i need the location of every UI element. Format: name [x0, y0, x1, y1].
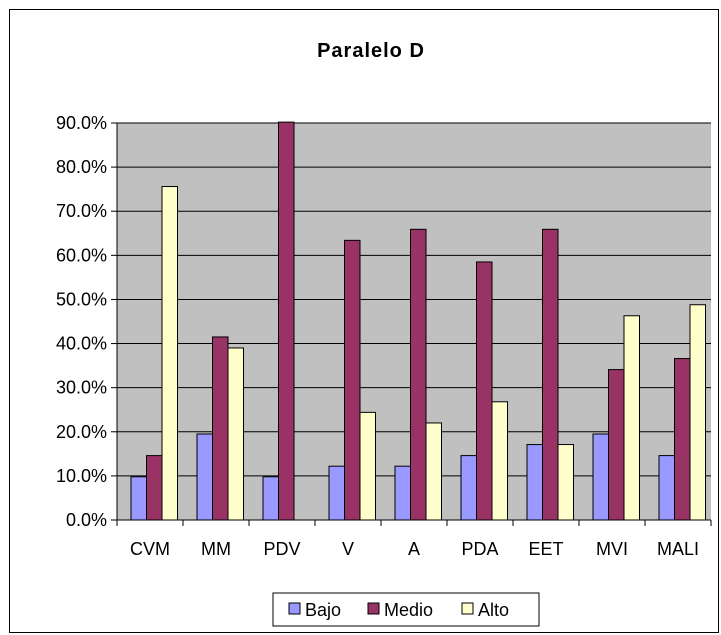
x-tick-label: MM [201, 539, 231, 559]
legend-label-alto: Alto [478, 600, 509, 620]
bar-alto-v [359, 411, 376, 521]
bar-medio-mvi [608, 369, 625, 521]
bars [130, 121, 706, 521]
bar-bajo-pda [460, 455, 477, 521]
x-tick-label: CVM [130, 539, 170, 559]
bar-alto-a [425, 422, 442, 521]
y-tick-label: 20.0% [56, 422, 107, 442]
bar-medio-mali [674, 358, 691, 521]
bar-alto-cvm [161, 186, 178, 521]
bar-alto-mm [227, 347, 244, 521]
y-tick-label: 40.0% [56, 334, 107, 354]
bar-medio-pdv [278, 121, 295, 521]
bar-alto-eet [557, 444, 574, 521]
bar-bajo-mm [196, 433, 213, 521]
y-tick-label: 0.0% [66, 510, 107, 530]
bar-bajo-eet [526, 444, 543, 521]
y-tick-label: 60.0% [56, 245, 107, 265]
legend-swatch-alto [461, 602, 474, 615]
bar-medio-mm [212, 336, 229, 521]
x-tick-label: A [408, 539, 420, 559]
x-tick-label: EET [528, 539, 563, 559]
y-tick-labels: 0.0% 10.0% 20.0% 30.0% 40.0% 50.0% 60.0% 70.0% 8… [56, 113, 107, 530]
legend-label-medio: Medio [384, 600, 433, 620]
bar-medio-a [410, 228, 427, 521]
legend-swatch-bajo [288, 602, 301, 615]
bar-alto-mali [689, 304, 706, 521]
x-tick-label: PDA [461, 539, 498, 559]
legend: Bajo Medio Alto [272, 592, 540, 627]
bar-bajo-a [394, 465, 411, 521]
bar-bajo-cvm [130, 476, 147, 521]
bar-medio-v [344, 239, 361, 521]
y-tick-label: 70.0% [56, 201, 107, 221]
bar-bajo-mvi [592, 433, 609, 521]
x-tick-label: PDV [263, 539, 300, 559]
y-tick-label: 50.0% [56, 289, 107, 309]
bar-alto-mvi [623, 315, 640, 521]
y-tick-label: 90.0% [56, 113, 107, 133]
axes [116, 123, 712, 526]
legend-box [272, 592, 540, 627]
bar-medio-cvm [146, 455, 163, 521]
bar-bajo-pdv [262, 476, 279, 521]
y-tick-label: 80.0% [56, 157, 107, 177]
bar-medio-pda [476, 261, 493, 521]
y-tick-label: 10.0% [56, 466, 107, 486]
x-tick-label: V [342, 539, 354, 559]
chart-title: Paralelo D [317, 40, 425, 62]
bar-alto-pda [491, 401, 508, 521]
bar-medio-eet [542, 228, 559, 521]
bar-bajo-v [328, 465, 345, 521]
legend-swatch-medio [367, 602, 380, 615]
x-tick-labels: CVM MM PDV V A PDA EET MVI MALI [130, 539, 699, 559]
y-tick-label: 30.0% [56, 378, 107, 398]
legend-label-bajo: Bajo [305, 600, 341, 620]
bar-bajo-mali [658, 455, 675, 521]
x-tick-label: MALI [657, 539, 699, 559]
x-tick-label: MVI [596, 539, 628, 559]
